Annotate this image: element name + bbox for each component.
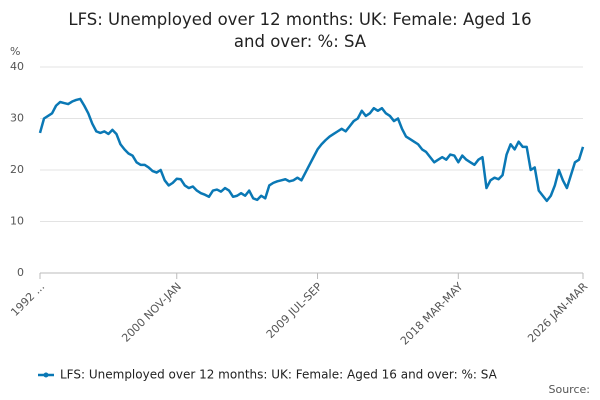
y-axis-label: % (10, 45, 20, 58)
y-tick-label: 30 (10, 112, 24, 125)
source: Source: (549, 383, 591, 396)
legend-label: LFS: Unemployed over 12 months: UK: Fema… (60, 368, 498, 382)
y-tick-label: 20 (10, 163, 24, 176)
x-tick-label: 2018 MAR-MAY (398, 280, 466, 348)
chart-title: LFS: Unemployed over 12 months: UK: Fema… (68, 10, 531, 51)
x-tick-label: 2000 NOV-JAN (119, 280, 184, 345)
x-tick-label: 2026 JAN-MAR (525, 280, 590, 345)
legend-marker (43, 372, 49, 378)
y-tick-label: 40 (10, 60, 24, 73)
series-line (38, 97, 585, 203)
y-tick-label: 0 (17, 266, 24, 279)
y-tick-label: 10 (10, 215, 24, 228)
x-tick-label: 1992 ... (8, 280, 47, 319)
x-tick-label: 2009 JUL-SEP (264, 280, 325, 341)
